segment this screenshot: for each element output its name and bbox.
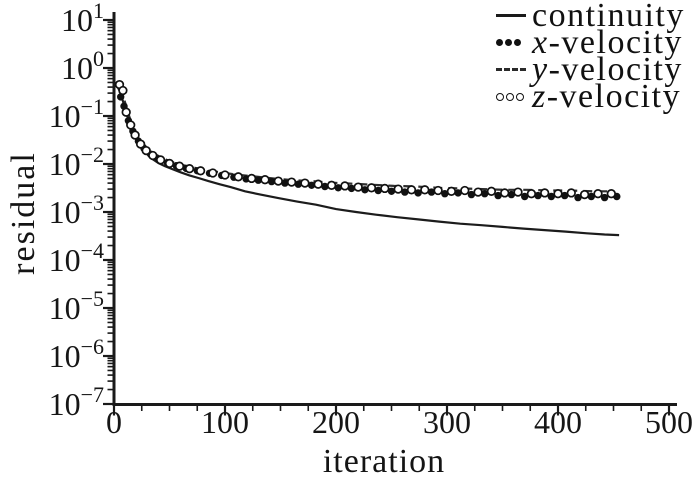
y-tick-label: 10−6 bbox=[49, 334, 104, 374]
legend: continuity x-velocity y-velocity z-veloc… bbox=[496, 0, 685, 115]
solid-line-icon bbox=[496, 14, 526, 17]
legend-label-x-velocity: x-velocity bbox=[532, 24, 683, 61]
open-circles-swatch bbox=[496, 92, 529, 101]
dashed-line-icon bbox=[496, 68, 526, 71]
filled-dot-icon bbox=[505, 39, 512, 46]
y-axis-label: residual bbox=[5, 151, 42, 275]
x-tick-label: 0 bbox=[106, 404, 122, 440]
y-tick-label: 10−2 bbox=[49, 142, 104, 182]
series-z-velocity bbox=[114, 79, 616, 200]
y-axis-ticks: 101 100 10−1 10−2 10−3 10−4 10−5 10−6 10−7 bbox=[49, 0, 114, 422]
x-tick-label: 100 bbox=[201, 404, 249, 440]
y-tick-label: 10−3 bbox=[49, 190, 104, 230]
x-tick-label: 300 bbox=[423, 404, 471, 440]
y-tick-label: 10−4 bbox=[49, 238, 104, 278]
y-tick-label: 101 bbox=[61, 0, 104, 38]
legend-item-z-velocity: z-velocity bbox=[496, 78, 685, 115]
y-tick-label: 10−5 bbox=[49, 286, 104, 326]
open-circle-icon bbox=[496, 92, 504, 101]
x-axis-label: iteration bbox=[322, 443, 446, 477]
x-tick-label: 200 bbox=[312, 404, 360, 440]
open-circle-icon bbox=[506, 92, 514, 101]
open-circle-icon bbox=[516, 92, 524, 101]
x-tick-label: 500 bbox=[645, 404, 693, 440]
legend-label-z-velocity: z-velocity bbox=[532, 78, 682, 115]
x-tick-label: 400 bbox=[534, 404, 582, 440]
legend-item-x-velocity: x-velocity bbox=[496, 24, 685, 61]
filled-dot-icon bbox=[514, 39, 521, 46]
y-tick-label: 10−7 bbox=[49, 382, 104, 422]
legend-item-y-velocity: y-velocity bbox=[496, 51, 685, 88]
dashed-line-swatch bbox=[496, 68, 529, 71]
filled-dots-swatch bbox=[496, 39, 529, 46]
y-tick-label: 100 bbox=[61, 46, 104, 86]
filled-dot-icon bbox=[496, 39, 503, 46]
x-axis-ticks: 0 100 200 300 400 500 bbox=[106, 404, 693, 440]
solid-line-swatch bbox=[496, 14, 529, 17]
legend-label-continuity: continuity bbox=[532, 0, 685, 34]
legend-label-y-velocity: y-velocity bbox=[532, 51, 683, 88]
legend-item-continuity: continuity bbox=[496, 0, 685, 34]
y-tick-label: 10−1 bbox=[49, 94, 104, 134]
